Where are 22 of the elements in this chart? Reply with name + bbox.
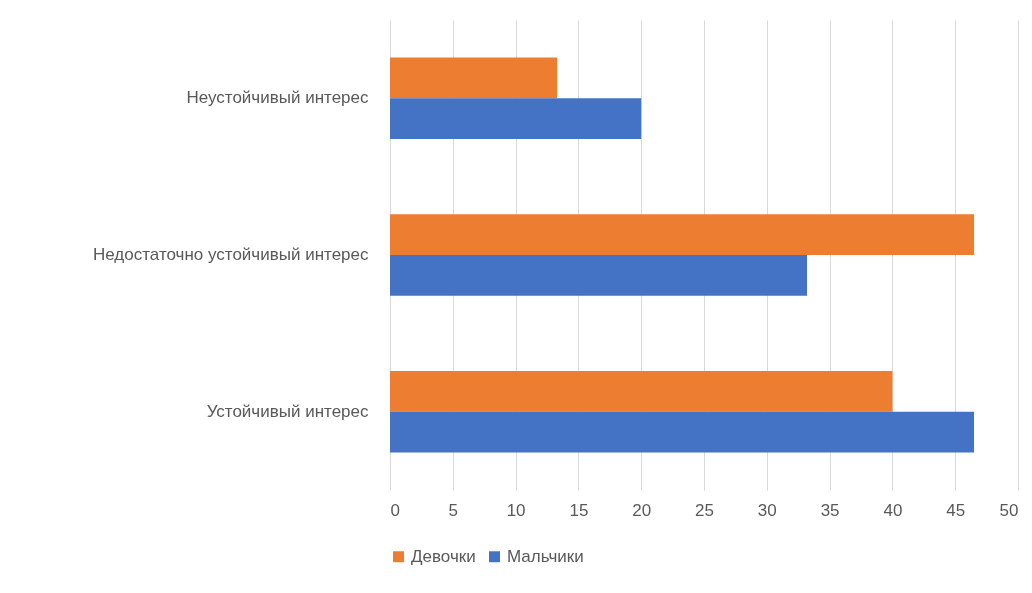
y-tick-label: Неустойчивый интерес (186, 88, 369, 108)
x-tick-label: 30 (757, 500, 777, 520)
bar (390, 255, 807, 296)
x-tick-label: 0 (390, 500, 400, 520)
x-tick-label: 50 (999, 500, 1019, 520)
x-tick-label: 10 (506, 500, 526, 520)
x-tick-label: 5 (448, 500, 459, 520)
x-tick-label: 25 (695, 500, 714, 520)
y-tick-label: Недостаточно устойчивый интерес (92, 245, 369, 264)
bar (390, 214, 975, 255)
bar (390, 411, 975, 453)
x-tick-label: 20 (632, 500, 652, 520)
legend-label: Мальчики (507, 546, 584, 566)
x-tick-label: 45 (946, 500, 966, 520)
bar (390, 57, 558, 99)
legend-label: Девочки (411, 546, 476, 566)
x-tick-label: 15 (569, 500, 589, 520)
x-tick-label: 35 (820, 500, 840, 520)
x-tick-label: 40 (883, 500, 903, 520)
y-tick-label: Устойчивый интерес (206, 401, 369, 421)
bar (390, 370, 893, 412)
bar (390, 98, 642, 140)
